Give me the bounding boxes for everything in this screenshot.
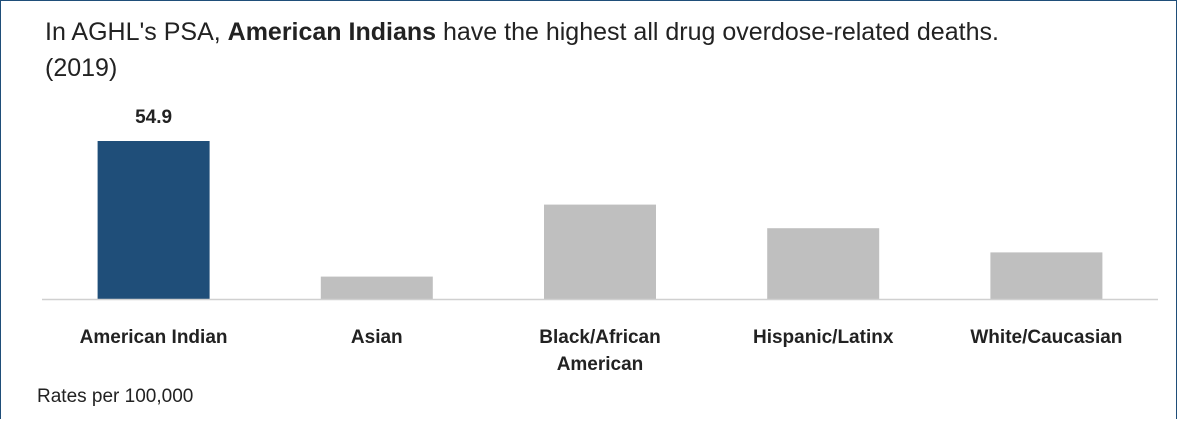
bar-3	[767, 228, 880, 299]
title-suffix: have the highest all drug overdose-relat…	[45, 18, 999, 82]
x-tick-label-0: American Indian	[80, 327, 228, 348]
bar-2	[544, 204, 656, 299]
x-tick-label-2-0: Black/African	[539, 327, 660, 348]
title-bold: American Indians	[227, 18, 437, 46]
x-tick-label-1: Asian	[351, 327, 403, 348]
bar-0	[97, 141, 210, 299]
bar-4	[990, 252, 1103, 299]
title-prefix: In AGHL's PSA,	[45, 18, 228, 46]
data-label-0: 54.9	[135, 107, 172, 128]
x-tick-label-3: Hispanic/Latinx	[753, 327, 894, 348]
rates-footnote: Rates per 100,000	[37, 386, 194, 407]
x-tick-label-2-1: American	[557, 354, 644, 375]
x-tick-label-4: White/Caucasian	[970, 327, 1122, 348]
chart-title: In AGHL's PSA, American Indians have the…	[45, 14, 1005, 86]
bar-1	[320, 276, 433, 299]
